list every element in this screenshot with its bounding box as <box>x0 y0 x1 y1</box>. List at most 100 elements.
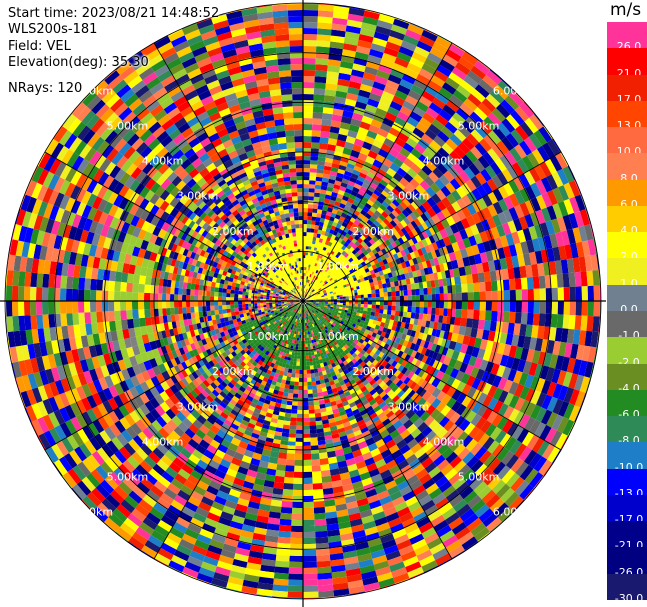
radar-gate <box>361 115 373 125</box>
radar-gate <box>314 276 317 280</box>
radar-gate <box>471 273 479 284</box>
radar-gate <box>319 142 328 150</box>
radar-gate <box>331 191 338 198</box>
radar-gate <box>288 567 303 574</box>
radar-gate <box>375 308 380 313</box>
radar-gate <box>416 194 427 205</box>
radar-gate <box>347 180 356 187</box>
radar-gate <box>586 270 594 287</box>
radar-gate <box>382 176 391 184</box>
radar-gate <box>308 286 311 290</box>
radar-gate <box>311 288 314 292</box>
radar-gate <box>306 288 308 292</box>
radar-gate <box>363 109 375 119</box>
radar-gate <box>332 159 341 165</box>
radar-gate <box>321 475 332 483</box>
radar-gate <box>419 288 424 295</box>
radar-gate <box>330 29 346 38</box>
radar-gate <box>563 301 570 315</box>
radar-gate <box>357 303 361 308</box>
radar-gate <box>353 257 359 263</box>
radar-gate <box>445 77 460 90</box>
radar-gate <box>391 305 396 311</box>
radar-gate <box>321 226 327 232</box>
radar-gate <box>324 89 337 97</box>
radar-gate <box>477 272 485 283</box>
radar-gate <box>291 369 296 374</box>
radar-gate <box>311 256 315 260</box>
radar-gate <box>322 173 330 179</box>
radar-gate <box>423 301 428 308</box>
radar-gate <box>510 110 525 126</box>
radar-gate <box>303 585 319 592</box>
radar-gate <box>473 159 485 173</box>
radar-gate <box>358 34 374 44</box>
radar-gate <box>316 285 320 289</box>
radar-gate <box>339 66 353 75</box>
radar-gate <box>307 255 311 259</box>
radar-gate <box>340 61 354 70</box>
radar-gate <box>303 405 309 411</box>
radar-gate <box>479 120 493 135</box>
radar-gate <box>453 129 467 142</box>
radar-gate <box>307 282 309 286</box>
radar-gate <box>320 245 324 250</box>
radar-gate <box>415 288 420 296</box>
radar-gate <box>387 222 394 230</box>
radar-gate <box>294 381 299 386</box>
radar-gate <box>384 197 392 206</box>
radar-gate <box>387 291 392 297</box>
radar-gate <box>307 346 311 350</box>
radar-gate <box>324 281 329 285</box>
radar-gate <box>359 252 366 259</box>
radar-gate <box>307 276 310 280</box>
radar-gate <box>292 489 303 496</box>
radar-gate <box>592 316 600 332</box>
radar-gate <box>539 288 547 301</box>
radar-gate <box>303 429 310 434</box>
radar-gate <box>303 421 310 426</box>
radar-gate <box>361 196 369 203</box>
radar-gate <box>396 152 407 163</box>
radar-gate <box>312 489 324 496</box>
radar-gate <box>295 445 303 451</box>
radar-gate <box>367 209 375 217</box>
radar-gate <box>460 275 468 285</box>
radar-gate <box>337 274 342 278</box>
radar-gate <box>307 220 312 225</box>
radar-gate <box>289 385 295 390</box>
radar-gate <box>375 293 380 298</box>
radar-gate <box>313 275 316 279</box>
radar-gate <box>377 128 389 138</box>
radar-gate <box>308 290 311 293</box>
radar-gate <box>407 306 412 313</box>
radar-gate <box>325 190 333 196</box>
radar-gate <box>346 260 351 265</box>
radar-gate <box>326 236 332 242</box>
radar-gate <box>563 287 570 301</box>
radar-gate <box>329 229 335 235</box>
radar-gate <box>402 311 408 318</box>
radar-gate <box>297 346 301 350</box>
radar-gate <box>319 234 325 240</box>
radar-gate <box>305 295 308 298</box>
radar-gate <box>303 291 305 295</box>
radar-gate <box>310 228 315 233</box>
radar-gate <box>348 235 354 242</box>
radar-gate <box>491 280 498 292</box>
radar-gate <box>324 277 329 281</box>
radar-gate <box>309 172 317 177</box>
radar-gate <box>335 266 340 271</box>
radar-gate <box>305 291 308 295</box>
radar-gate <box>390 177 400 186</box>
radar-gate <box>340 272 345 276</box>
radar-gate <box>533 113 545 127</box>
radar-gate <box>413 198 422 208</box>
radar-gate <box>370 144 381 154</box>
radar-gate <box>289 425 297 430</box>
radar-gate <box>410 84 425 96</box>
radar-gate <box>330 225 336 231</box>
radar-gate <box>305 285 308 289</box>
radar-gate <box>394 310 400 317</box>
radar-gate <box>339 216 346 222</box>
